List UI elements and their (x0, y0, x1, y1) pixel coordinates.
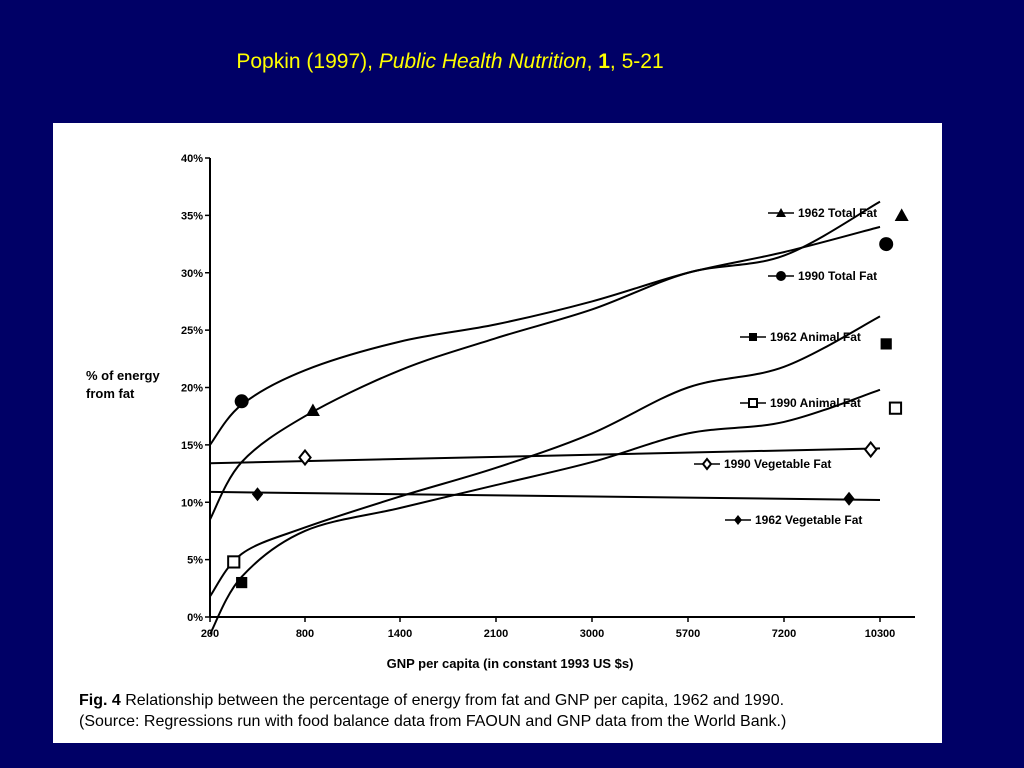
y-tick-label: 0% (187, 612, 203, 624)
legend-label-1990-vegetable-fat: 1990 Vegetable Fat (724, 457, 831, 471)
title-author: Popkin (1997), (236, 50, 379, 73)
legend-label-1990-total-fat: 1990 Total Fat (798, 269, 877, 283)
y-tick-label: 40% (181, 153, 203, 165)
legend-label-1962-animal-fat: 1962 Animal Fat (770, 330, 861, 344)
legend-marker-1962-total-fat (776, 208, 786, 217)
series-1962-total-fat (209, 200, 909, 520)
title-volume: 1 (598, 50, 610, 73)
series-layer (209, 200, 909, 635)
legend-entry-1990-animal-fat: 1990 Animal Fat (740, 396, 861, 410)
y-tick-label: 30% (181, 268, 203, 280)
series-1990-vegetable-fat (209, 440, 881, 467)
series-marker-1990-total-fat (879, 237, 894, 252)
legend-marker-1990-vegetable-fat (701, 457, 713, 471)
series-1962-vegetable-fat (209, 487, 881, 506)
caption-line-1: Fig. 4 Relationship between the percenta… (79, 690, 939, 711)
series-marker-1990-vegetable-fat (863, 440, 878, 459)
legend-entry-1962-animal-fat: 1962 Animal Fat (740, 330, 861, 344)
series-marker-1962-total-fat (894, 208, 909, 221)
legend-entry-1962-vegetable-fat: 1962 Vegetable Fat (725, 513, 862, 527)
series-1990-animal-fat (209, 315, 903, 597)
series-1990-total-fat (209, 225, 894, 446)
series-marker-1962-animal-fat (236, 576, 248, 589)
title-separator: , (586, 50, 599, 73)
legend-entry-1962-total-fat: 1962 Total Fat (768, 206, 877, 220)
series-marker-1990-total-fat (234, 394, 249, 409)
chart-axes: 0%5%10%15%20%25%30%35%40%200 800 1400 2100 3… (181, 153, 915, 640)
series-marker-1962-animal-fat (880, 338, 892, 350)
legend-marker-1990-total-fat (776, 271, 786, 281)
x-tick-label: 1400 (388, 628, 412, 640)
legend-marker-1962-animal-fat (749, 333, 757, 341)
y-tick-label: 35% (181, 210, 203, 222)
title-journal: Public Health Nutrition (378, 50, 587, 73)
caption-figure-label: Fig. 4 (79, 692, 121, 709)
series-marker-1990-animal-fat (888, 401, 903, 415)
x-tick-label: 800 (296, 628, 314, 640)
legend-label-1962-total-fat: 1962 Total Fat (798, 206, 877, 220)
y-tick-label: 25% (181, 325, 203, 337)
caption-text-1: Relationship between the percentage of e… (120, 692, 785, 709)
series-marker-1962-total-fat (305, 403, 320, 417)
series-line-1962-animal-fat (209, 388, 881, 635)
x-axis-label: GNP per capita (in constant 1993 US $s) (387, 656, 634, 671)
x-tick-label: 5700 (676, 628, 700, 640)
legend-marker-1962-vegetable-fat (734, 515, 742, 525)
series-marker-1990-vegetable-fat (298, 448, 312, 467)
caption-line-2: (Source: Regressions run with food balan… (79, 713, 787, 730)
legend-entry-1990-total-fat: 1990 Total Fat (768, 269, 877, 283)
chart-legend: 1962 Total Fat 1990 Total Fat 1962 Animal … (694, 206, 877, 527)
y-tick-label: 15% (181, 440, 203, 452)
legend-label-1990-animal-fat: 1990 Animal Fat (770, 396, 861, 410)
series-line-1990-animal-fat (209, 315, 881, 597)
y-tick-label: 10% (181, 497, 203, 509)
legend-entry-1990-vegetable-fat: 1990 Vegetable Fat (694, 457, 831, 471)
series-marker-1990-animal-fat (227, 555, 241, 569)
fat-energy-chart: 0%5%10%15%20%25%30%35%40%200 800 1400 2100 3… (86, 153, 915, 671)
legend-label-1962-vegetable-fat: 1962 Vegetable Fat (755, 513, 862, 527)
x-tick-label: 10300 (865, 628, 896, 640)
y-axis-label-line2: from fat (86, 386, 135, 401)
figure-caption: Fig. 4 Relationship between the percenta… (79, 690, 939, 732)
figure-panel: 0% 5% 10% 15% 20% 25% 30% 35% 40% 200 800 1400 2100 3… (53, 123, 942, 743)
x-tick-label: 2100 (484, 628, 508, 640)
series-1962-animal-fat (209, 338, 892, 635)
x-tick-label: 7200 (772, 628, 796, 640)
title-pages: , 5-21 (609, 50, 664, 73)
series-line-1990-total-fat (209, 225, 881, 446)
series-marker-1962-vegetable-fat (843, 491, 855, 506)
legend-marker-1990-animal-fat (748, 398, 758, 408)
y-tick-label: 5% (187, 555, 203, 567)
series-marker-1962-vegetable-fat (251, 487, 264, 502)
y-axis-label-line1: % of energy (86, 368, 160, 383)
series-line-1962-vegetable-fat (209, 490, 881, 501)
series-line-1990-vegetable-fat (209, 447, 881, 465)
slide-title: Popkin (1997), Public Health Nutrition , … (0, 50, 900, 74)
series-line-1962-total-fat (209, 200, 881, 520)
y-tick-label: 20% (181, 383, 203, 395)
x-tick-label: 3000 (580, 628, 604, 640)
